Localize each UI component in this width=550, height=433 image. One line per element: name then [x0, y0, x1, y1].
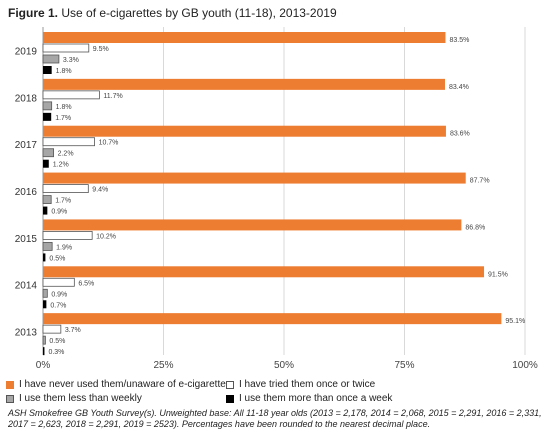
- bar-more-weekly: [43, 112, 52, 121]
- bar-never: [43, 78, 445, 90]
- x-tick-label: 50%: [274, 360, 294, 371]
- data-label: 0.7%: [50, 302, 66, 309]
- data-label: 95.1%: [505, 318, 525, 325]
- data-label: 11.7%: [103, 93, 122, 100]
- data-label: 1.8%: [56, 68, 72, 75]
- bar-more-weekly: [43, 159, 49, 168]
- bar-never: [43, 313, 502, 325]
- legend-label-never: I have never used them/unaware of e-ciga…: [19, 379, 231, 390]
- data-label: 10.2%: [96, 233, 116, 240]
- data-label: 0.5%: [49, 255, 65, 262]
- legend-swatch-tried: [226, 380, 234, 389]
- y-tick-label: 2018: [15, 93, 38, 104]
- x-tick-label: 0%: [36, 360, 51, 371]
- y-tick-label: 2015: [15, 234, 38, 245]
- bar-less-weekly: [42, 288, 48, 298]
- bar-less-weekly: [42, 195, 52, 204]
- data-label: 1.8%: [56, 104, 72, 111]
- bar-less-weekly: [42, 242, 53, 251]
- data-label: 2.2%: [58, 151, 74, 158]
- legend-label-more-weekly: I use them more than once a week: [239, 393, 393, 404]
- bar-less-weekly: [42, 335, 46, 345]
- legend-swatch-less-weekly: [6, 394, 14, 403]
- bar-never: [43, 219, 462, 231]
- bar-more-weekly: [43, 253, 46, 262]
- legend-less-weekly: I use them less than weekly: [6, 393, 142, 404]
- data-label: 86.8%: [465, 224, 485, 231]
- bar-more-weekly: [43, 347, 45, 356]
- bar-chart: 0% 25% 50% 75% 100% 2019 83.5% 9.5% 3.3% 1.8% 2018…: [15, 27, 538, 371]
- legend-tried: I have tried them once or twice: [226, 379, 375, 390]
- legend-never: I have never used them/unaware of e-ciga…: [6, 379, 231, 390]
- data-label: 83.5%: [449, 37, 469, 44]
- data-label: 83.4%: [449, 84, 469, 91]
- bar-never: [43, 125, 446, 137]
- data-label: 0.9%: [51, 209, 67, 216]
- bar-tried: [42, 231, 93, 240]
- bar-never: [43, 266, 485, 278]
- data-label: 83.6%: [450, 131, 470, 138]
- data-label: 10.7%: [99, 140, 119, 147]
- bar-tried: [42, 184, 89, 193]
- bar-tried: [42, 137, 95, 147]
- legend-swatch-never: [6, 380, 14, 389]
- data-label: 9.5%: [93, 46, 109, 53]
- x-tick-label: 100%: [512, 360, 538, 371]
- data-label: 1.2%: [53, 162, 69, 169]
- bar-tried: [42, 90, 100, 100]
- x-tick-label: 25%: [153, 360, 173, 371]
- bar-tried: [42, 43, 90, 53]
- data-label: 1.7%: [55, 198, 71, 205]
- bar-tried: [42, 277, 75, 287]
- x-tick-label: 75%: [394, 360, 414, 371]
- bar-more-weekly: [43, 206, 48, 215]
- footnote: ASH Smokefree GB Youth Survey(s). Unweig…: [8, 408, 542, 429]
- data-label: 0.5%: [49, 338, 65, 345]
- data-label: 0.9%: [51, 291, 67, 298]
- data-label: 3.7%: [65, 327, 81, 334]
- figure-label: Figure 1.: [8, 6, 59, 20]
- data-label: 0.3%: [48, 349, 64, 356]
- data-label: 3.3%: [63, 57, 79, 64]
- y-tick-label: 2013: [15, 328, 38, 339]
- legend-more-weekly: I use them more than once a week: [226, 393, 392, 404]
- data-label: 87.7%: [470, 178, 490, 185]
- y-tick-label: 2017: [15, 140, 38, 151]
- data-label: 1.7%: [55, 115, 71, 122]
- bar-never: [43, 172, 466, 184]
- bar-tried: [42, 324, 62, 334]
- y-tick-label: 2014: [15, 281, 38, 292]
- y-tick-label: 2016: [15, 187, 38, 198]
- legend-label-less-weekly: I use them less than weekly: [19, 393, 142, 404]
- legend-label-tried: I have tried them once or twice: [239, 379, 376, 390]
- figure-title-text: Use of e-cigarettes by GB youth (11-18),…: [61, 6, 337, 20]
- bar-less-weekly: [42, 148, 55, 158]
- figure-title: Figure 1. Use of e-cigarettes by GB yout…: [8, 6, 337, 20]
- bar-never: [43, 32, 446, 43]
- y-tick-label: 2019: [15, 46, 38, 57]
- bar-less-weekly: [42, 101, 53, 111]
- data-label: 6.5%: [78, 280, 94, 287]
- data-label: 1.9%: [56, 244, 72, 251]
- legend-swatch-more-weekly: [226, 394, 234, 403]
- data-label: 91.5%: [488, 271, 508, 278]
- bar-less-weekly: [42, 54, 60, 64]
- bar-more-weekly: [43, 300, 47, 309]
- data-label: 9.4%: [92, 187, 108, 194]
- bar-more-weekly: [43, 66, 52, 74]
